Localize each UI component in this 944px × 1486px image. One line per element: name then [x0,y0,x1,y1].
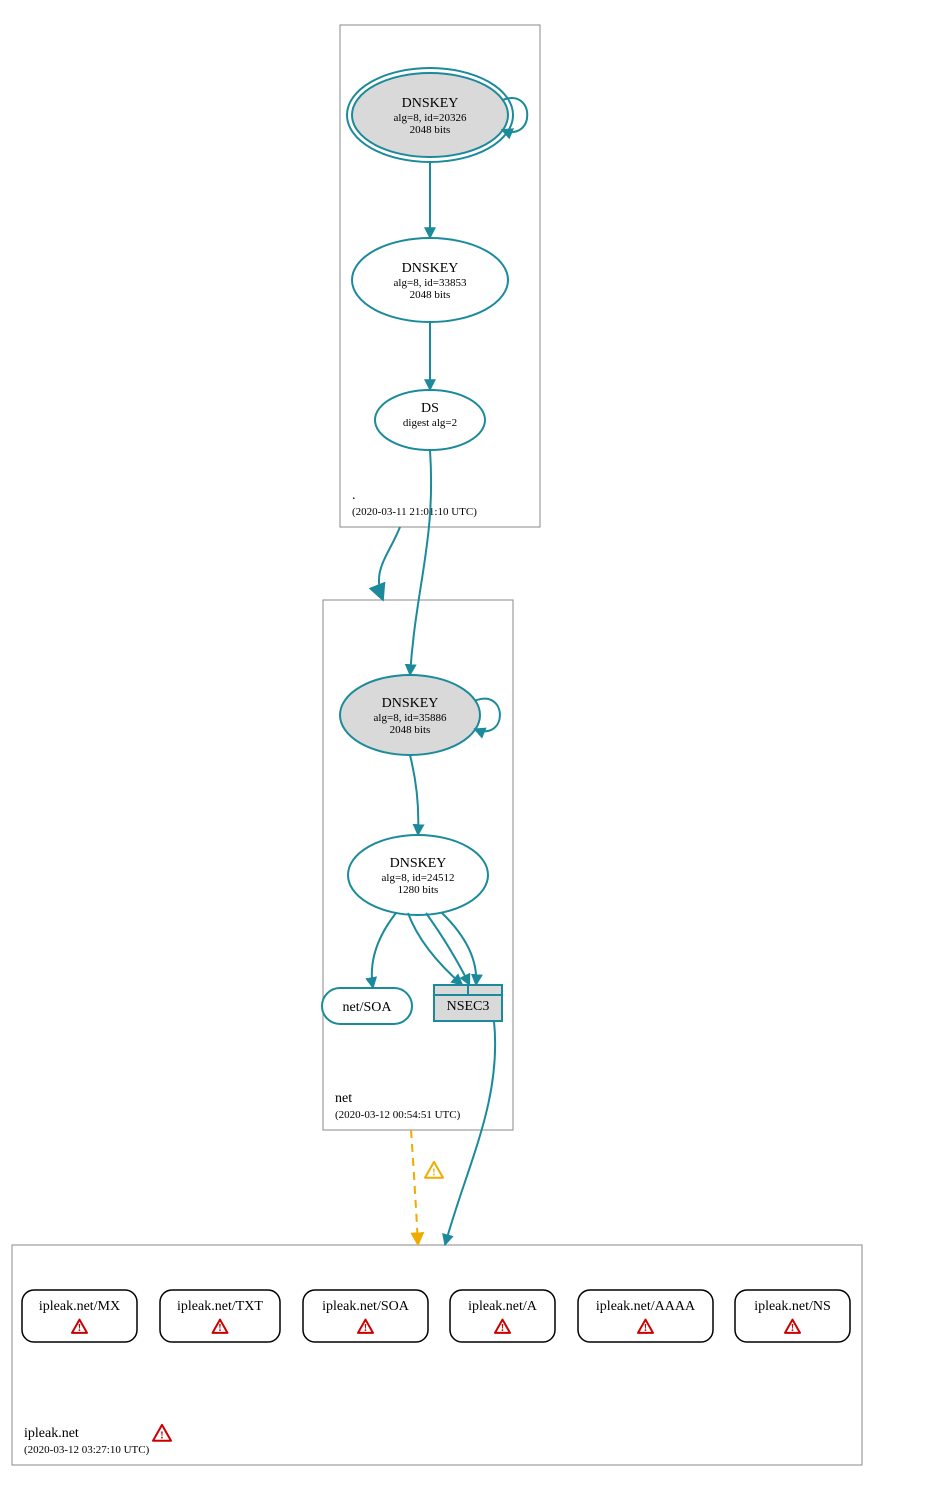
zone-label-ipleak: ipleak.net [24,1426,79,1441]
rr-0 [22,1290,137,1342]
svg-text:ipleak.net/NS: ipleak.net/NS [754,1299,831,1314]
svg-text:2048 bits: 2048 bits [410,124,451,136]
svg-text:digest alg=2: digest alg=2 [403,417,457,429]
svg-text:!: ! [432,1167,436,1179]
svg-text:alg=8, id=33853: alg=8, id=33853 [394,277,467,289]
rr-4 [578,1290,713,1342]
svg-text:(2020-03-12 03:27:10 UTC): (2020-03-12 03:27:10 UTC) [24,1444,150,1456]
svg-text:!: ! [218,1322,222,1334]
svg-text:alg=8, id=20326: alg=8, id=20326 [394,112,467,124]
svg-text:alg=8, id=35886: alg=8, id=35886 [374,712,447,724]
svg-text:DNSKEY: DNSKEY [382,696,439,711]
rr-1 [160,1290,280,1342]
svg-text:!: ! [364,1322,368,1334]
svg-text:net/SOA: net/SOA [343,1000,393,1015]
rr-2 [303,1290,428,1342]
svg-text:DNSKEY: DNSKEY [402,96,459,111]
svg-text:!: ! [644,1322,648,1334]
zone-ipleak [12,1245,862,1465]
svg-text:!: ! [160,1430,164,1442]
svg-text:ipleak.net/SOA: ipleak.net/SOA [322,1299,410,1314]
svg-text:ipleak.net/TXT: ipleak.net/TXT [177,1299,263,1314]
zone-label-net: net [335,1091,352,1106]
svg-text:ipleak.net/AAAA: ipleak.net/AAAA [596,1299,696,1314]
svg-text:1280 bits: 1280 bits [398,884,439,896]
svg-text:alg=8, id=24512: alg=8, id=24512 [382,872,455,884]
svg-text:2048 bits: 2048 bits [410,289,451,301]
svg-text:!: ! [501,1322,505,1334]
svg-text:ipleak.net/A: ipleak.net/A [468,1299,538,1314]
svg-text:(2020-03-11 21:01:10 UTC): (2020-03-11 21:01:10 UTC) [352,506,477,518]
svg-text:DNSKEY: DNSKEY [390,856,447,871]
svg-text:DS: DS [421,401,439,416]
svg-text:!: ! [791,1322,795,1334]
svg-text:(2020-03-12 00:54:51 UTC): (2020-03-12 00:54:51 UTC) [335,1109,461,1121]
rr-3 [450,1290,555,1342]
svg-text:NSEC3: NSEC3 [447,999,490,1014]
svg-text:2048 bits: 2048 bits [390,724,431,736]
svg-text:DNSKEY: DNSKEY [402,261,459,276]
rr-5 [735,1290,850,1342]
svg-text:!: ! [78,1322,82,1334]
zone-label-root: . [352,488,356,503]
svg-text:ipleak.net/MX: ipleak.net/MX [39,1299,120,1314]
